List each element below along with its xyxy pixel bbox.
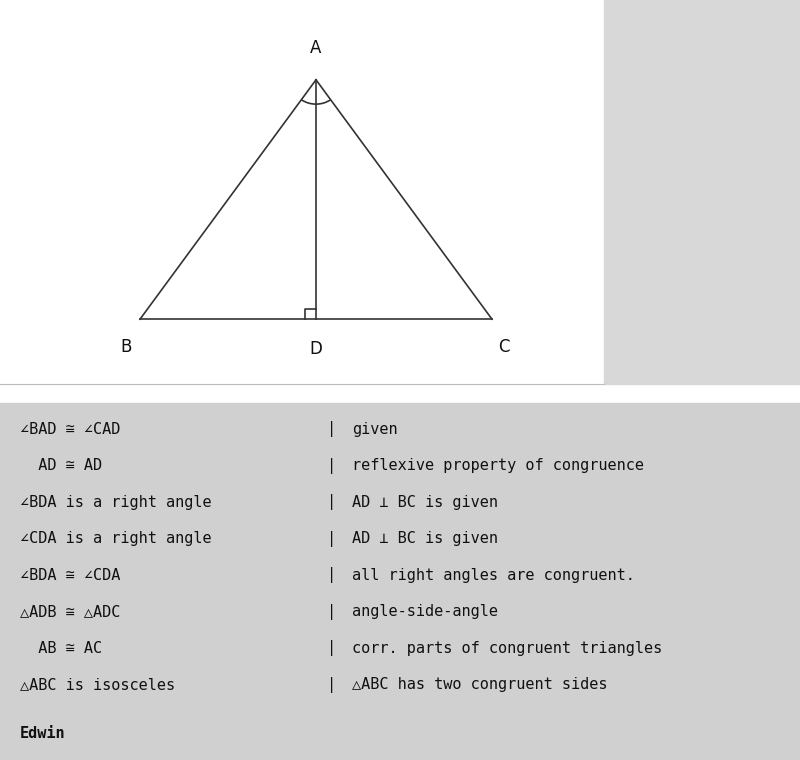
Bar	[0, 0, 604, 384]
Text: ∠BDA ≅ ∠CDA: ∠BDA ≅ ∠CDA	[20, 568, 120, 583]
Text: C: C	[498, 338, 510, 356]
Text: Edwin: Edwin	[20, 726, 66, 741]
Text: ∠BDA is a right angle: ∠BDA is a right angle	[20, 495, 212, 510]
Text: |: |	[327, 567, 337, 584]
Text: D: D	[310, 340, 322, 359]
Text: △ADB ≅ △ADC: △ADB ≅ △ADC	[20, 604, 120, 619]
Bar	[604, 0, 800, 384]
Text: △ABC is isosceles: △ABC is isosceles	[20, 677, 175, 692]
Text: AD ⊥ BC is given: AD ⊥ BC is given	[352, 531, 498, 546]
Text: ∠BAD ≅ ∠CAD: ∠BAD ≅ ∠CAD	[20, 422, 120, 437]
Text: |: |	[327, 530, 337, 547]
Text: |: |	[327, 676, 337, 693]
Text: given: given	[352, 422, 398, 437]
Text: angle-side-angle: angle-side-angle	[352, 604, 498, 619]
Text: A: A	[310, 39, 322, 57]
Text: AB ≅ AC: AB ≅ AC	[20, 641, 102, 656]
Text: |: |	[327, 421, 337, 438]
Text: AD ⊥ BC is given: AD ⊥ BC is given	[352, 495, 498, 510]
Text: |: |	[327, 603, 337, 620]
Text: all right angles are congruent.: all right angles are congruent.	[352, 568, 635, 583]
Text: |: |	[327, 458, 337, 474]
Bar	[0, 403, 800, 760]
Text: |: |	[327, 640, 337, 657]
Text: reflexive property of congruence: reflexive property of congruence	[352, 458, 644, 473]
Text: |: |	[327, 494, 337, 511]
Text: AD ≅ AD: AD ≅ AD	[20, 458, 102, 473]
Text: △ABC has two congruent sides: △ABC has two congruent sides	[352, 677, 607, 692]
Text: corr. parts of congruent triangles: corr. parts of congruent triangles	[352, 641, 662, 656]
Text: B: B	[121, 338, 132, 356]
Text: ∠CDA is a right angle: ∠CDA is a right angle	[20, 531, 212, 546]
